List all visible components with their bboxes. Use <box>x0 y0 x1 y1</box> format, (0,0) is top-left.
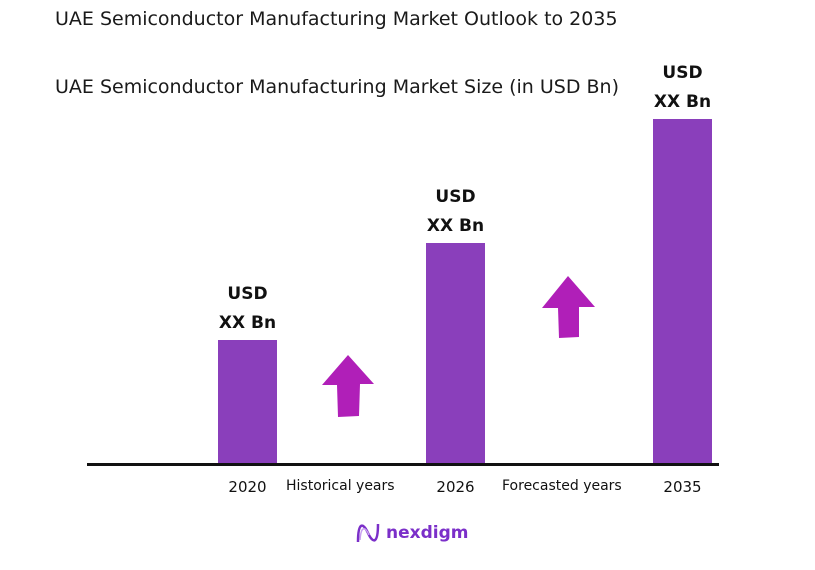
data-label-line1: USD <box>435 187 476 208</box>
data-label-2020: USD XX Bn <box>188 280 308 338</box>
data-label-2035: USD XX Bn <box>623 59 743 117</box>
data-label-line2: XX Bn <box>426 216 485 237</box>
data-label-line1: USD <box>227 283 268 304</box>
data-label-line1: USD <box>662 63 703 83</box>
data-label-line2: XX Bn <box>218 312 277 333</box>
x-tick-2026: 2026 <box>436 478 475 496</box>
x-axis-line <box>87 463 719 466</box>
nexdigm-logo: nexdigm <box>355 520 468 546</box>
growth-arrow-icon <box>322 355 374 417</box>
chart-title: UAE Semiconductor Manufacturing Market O… <box>55 8 618 30</box>
data-label-line2: XX Bn <box>653 92 712 112</box>
x-tick-2020: 2020 <box>228 478 267 496</box>
bar-2026 <box>426 243 485 464</box>
brand-name: nexdigm <box>386 523 469 543</box>
x-tick-2035: 2035 <box>663 478 702 496</box>
chart-subtitle: UAE Semiconductor Manufacturing Market S… <box>55 76 619 98</box>
nexdigm-logo-icon <box>356 523 380 543</box>
growth-arrow-icon <box>542 276 595 338</box>
bar-2035 <box>653 119 712 464</box>
bar-2020 <box>218 339 277 464</box>
period-label-historical: Historical years <box>286 478 395 494</box>
period-label-forecasted: Forecasted years <box>502 478 622 494</box>
data-label-2026: USD XX Bn <box>396 183 516 241</box>
